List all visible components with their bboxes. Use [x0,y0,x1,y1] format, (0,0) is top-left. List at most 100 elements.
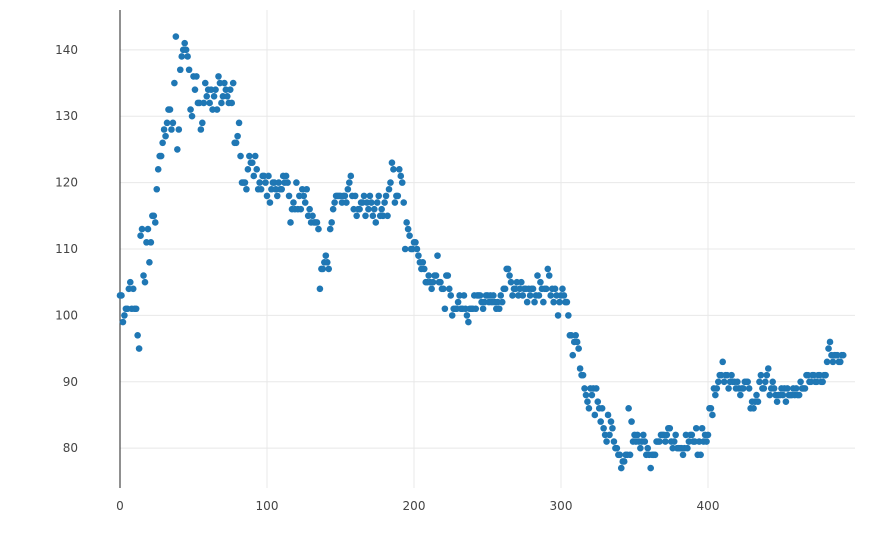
data-point [465,318,472,326]
data-point [529,285,537,293]
data-point [126,278,134,286]
data-point [140,272,147,279]
x-tick-label: 300 [550,499,573,513]
data-point [679,451,687,459]
data-point [616,451,624,459]
data-point [385,185,393,193]
data-point [313,219,321,226]
data-point [563,298,571,306]
data-point [210,93,218,100]
data-point [284,179,291,186]
data-point [146,258,153,266]
data-point [381,199,388,206]
data-point [328,219,335,226]
x-tick-label: 0 [116,499,124,513]
data-point [551,285,559,293]
data-point [425,272,433,279]
data-point [829,358,837,366]
data-point [713,385,721,392]
data-point [560,292,568,299]
data-point [347,172,355,180]
data-point [251,152,259,160]
data-point [199,119,206,127]
data-point [229,79,237,87]
data-point [390,166,397,173]
data-point [369,212,377,220]
data-point [297,205,305,213]
data-point [692,424,700,432]
data-point [144,225,152,233]
data-point [531,298,538,306]
data-point [720,378,728,386]
data-point [823,358,831,366]
data-point [497,292,505,299]
data-point [819,378,826,386]
data-point [547,292,555,299]
data-point [153,185,161,193]
data-point [132,305,140,313]
x-tick-label: 400 [697,499,720,513]
data-point [138,225,146,233]
data-point [757,371,765,379]
data-point [559,285,566,293]
data-point [592,385,600,392]
data-point [697,451,704,459]
data-point [300,192,308,200]
data-point [769,378,776,386]
data-point [597,418,604,425]
data-point [703,438,710,445]
data-point [588,391,596,399]
data-point [773,398,781,405]
data-point [343,199,350,206]
data-point [766,391,774,399]
data-point [434,252,441,259]
data-point [235,119,243,127]
data-point [265,172,272,180]
data-point [495,305,503,313]
data-point [141,278,149,286]
data-point [688,431,696,439]
data-point [315,225,322,233]
data-points [116,33,847,472]
y-tick-label: 90 [63,375,78,389]
data-point [178,53,186,60]
data-point [250,172,258,180]
data-point [403,219,410,226]
data-point [319,265,327,273]
data-point [213,106,221,113]
data-point [565,312,572,319]
data-point [375,192,383,200]
data-point [172,33,180,40]
data-point [454,298,462,306]
data-point [309,212,316,220]
data-point [637,444,644,452]
data-point [263,192,271,200]
data-point [626,451,634,459]
data-point [322,252,330,259]
data-point [157,152,165,160]
data-point [572,332,579,339]
data-point [707,405,715,412]
data-point [341,192,349,200]
data-point [739,385,747,392]
data-point [249,159,256,166]
data-point [353,212,360,220]
data-point [737,391,744,399]
data-point [537,278,544,286]
data-point [569,351,577,359]
data-point [625,405,632,412]
data-point [582,391,590,399]
data-point [232,139,240,147]
data-point [437,278,444,286]
data-point [187,106,194,113]
data-point [744,378,751,386]
data-point [760,385,768,392]
data-point [709,411,716,419]
data-point [591,411,599,419]
data-point [714,378,722,386]
data-point [371,205,378,213]
data-point [628,418,635,425]
data-point [218,99,225,107]
data-point [662,438,669,445]
data-point [151,219,159,226]
